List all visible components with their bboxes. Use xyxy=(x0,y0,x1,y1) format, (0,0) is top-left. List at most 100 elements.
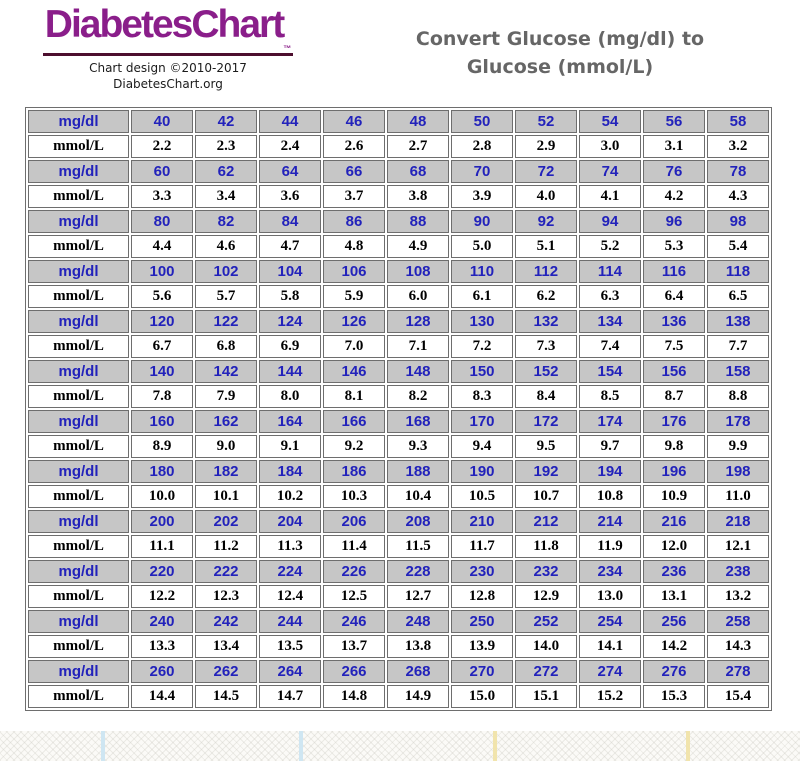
mmol-value-cell: 3.4 xyxy=(195,185,257,208)
mgdl-value-cell: 186 xyxy=(323,460,385,483)
mmol-value-cell: 6.8 xyxy=(195,335,257,358)
mmol-value-cell: 2.4 xyxy=(259,135,321,158)
mgdl-row: mg/dl 40 42 44 46 48 50 52 54 56 58 xyxy=(28,110,769,133)
mmol-value-cell: 14.5 xyxy=(195,685,257,708)
mmol-value-cell: 5.1 xyxy=(515,235,577,258)
mgdl-value-cell: 214 xyxy=(579,510,641,533)
mmol-value-cell: 12.3 xyxy=(195,585,257,608)
mgdl-value-cell: 142 xyxy=(195,360,257,383)
mgdl-row: mg/dl 180 182 184 186 188 190 192 194 196 198 xyxy=(28,460,769,483)
mmol-row: mmol/L 3.3 3.4 3.6 3.7 3.8 3.9 4.0 4.1 4.2 4.3 xyxy=(28,185,769,208)
mgdl-value-cell: 258 xyxy=(707,610,769,633)
mmol-value-cell: 3.6 xyxy=(259,185,321,208)
mgdl-value-cell: 232 xyxy=(515,560,577,583)
mmol-value-cell: 4.7 xyxy=(259,235,321,258)
mgdl-value-cell: 78 xyxy=(707,160,769,183)
mgdl-value-cell: 154 xyxy=(579,360,641,383)
mmol-row-label: mmol/L xyxy=(28,585,129,608)
mmol-row: mmol/L 6.7 6.8 6.9 7.0 7.1 7.2 7.3 7.4 7.5 7.7 xyxy=(28,335,769,358)
mmol-row-label: mmol/L xyxy=(28,235,129,258)
mmol-value-cell: 8.7 xyxy=(643,385,705,408)
mmol-value-cell: 11.4 xyxy=(323,535,385,558)
mmol-value-cell: 14.4 xyxy=(131,685,193,708)
mmol-value-cell: 13.7 xyxy=(323,635,385,658)
mgdl-value-cell: 224 xyxy=(259,560,321,583)
mmol-value-cell: 9.9 xyxy=(707,435,769,458)
mmol-value-cell: 11.8 xyxy=(515,535,577,558)
mgdl-value-cell: 82 xyxy=(195,210,257,233)
mgdl-row: mg/dl 100 102 104 106 108 110 112 114 116 118 xyxy=(28,260,769,283)
mgdl-value-cell: 48 xyxy=(387,110,449,133)
mmol-value-cell: 7.7 xyxy=(707,335,769,358)
mgdl-value-cell: 244 xyxy=(259,610,321,633)
mgdl-value-cell: 146 xyxy=(323,360,385,383)
conversion-table-body: mg/dl 40 42 44 46 48 50 52 54 56 58 mmol/L 2.2 2.3 2.4… xyxy=(28,110,769,708)
mgdl-value-cell: 202 xyxy=(195,510,257,533)
mgdl-value-cell: 140 xyxy=(131,360,193,383)
mgdl-row-label: mg/dl xyxy=(28,660,129,683)
mmol-value-cell: 13.1 xyxy=(643,585,705,608)
mmol-row-label: mmol/L xyxy=(28,635,129,658)
mgdl-value-cell: 230 xyxy=(451,560,513,583)
mgdl-value-cell: 262 xyxy=(195,660,257,683)
mgdl-value-cell: 50 xyxy=(451,110,513,133)
mmol-value-cell: 8.3 xyxy=(451,385,513,408)
mmol-value-cell: 6.3 xyxy=(579,285,641,308)
mmol-value-cell: 11.5 xyxy=(387,535,449,558)
mmol-row: mmol/L 14.4 14.5 14.7 14.8 14.9 15.0 15.1 15.2 15… xyxy=(28,685,769,708)
mgdl-value-cell: 116 xyxy=(643,260,705,283)
mgdl-value-cell: 130 xyxy=(451,310,513,333)
mmol-value-cell: 8.9 xyxy=(131,435,193,458)
mmol-value-cell: 13.9 xyxy=(451,635,513,658)
mmol-value-cell: 12.9 xyxy=(515,585,577,608)
mmol-value-cell: 13.0 xyxy=(579,585,641,608)
mgdl-value-cell: 74 xyxy=(579,160,641,183)
mgdl-value-cell: 60 xyxy=(131,160,193,183)
mgdl-value-cell: 118 xyxy=(707,260,769,283)
mmol-value-cell: 7.3 xyxy=(515,335,577,358)
mgdl-value-cell: 70 xyxy=(451,160,513,183)
mmol-value-cell: 10.0 xyxy=(131,485,193,508)
mgdl-value-cell: 240 xyxy=(131,610,193,633)
mmol-value-cell: 9.2 xyxy=(323,435,385,458)
mgdl-value-cell: 44 xyxy=(259,110,321,133)
mgdl-value-cell: 184 xyxy=(259,460,321,483)
mmol-value-cell: 6.1 xyxy=(451,285,513,308)
mgdl-value-cell: 204 xyxy=(259,510,321,533)
logo-credit-copyright: Chart design ©2010-2017 xyxy=(89,61,247,75)
mgdl-value-cell: 58 xyxy=(707,110,769,133)
mmol-value-cell: 7.2 xyxy=(451,335,513,358)
mmol-value-cell: 14.1 xyxy=(579,635,641,658)
mgdl-value-cell: 122 xyxy=(195,310,257,333)
logo-title-line: DiabetesChart™ xyxy=(40,4,296,54)
mmol-value-cell: 6.0 xyxy=(387,285,449,308)
mgdl-row-label: mg/dl xyxy=(28,260,129,283)
mgdl-value-cell: 176 xyxy=(643,410,705,433)
mgdl-row: mg/dl 80 82 84 86 88 90 92 94 96 98 xyxy=(28,210,769,233)
mmol-value-cell: 14.2 xyxy=(643,635,705,658)
mgdl-value-cell: 64 xyxy=(259,160,321,183)
mmol-value-cell: 6.9 xyxy=(259,335,321,358)
mmol-value-cell: 11.7 xyxy=(451,535,513,558)
mmol-value-cell: 10.4 xyxy=(387,485,449,508)
mgdl-value-cell: 200 xyxy=(131,510,193,533)
mgdl-row: mg/dl 220 222 224 226 228 230 232 234 236 238 xyxy=(28,560,769,583)
mgdl-value-cell: 114 xyxy=(579,260,641,283)
mmol-value-cell: 15.0 xyxy=(451,685,513,708)
mgdl-value-cell: 120 xyxy=(131,310,193,333)
mmol-value-cell: 7.5 xyxy=(643,335,705,358)
mmol-value-cell: 7.9 xyxy=(195,385,257,408)
mgdl-value-cell: 228 xyxy=(387,560,449,583)
logo-underline xyxy=(43,53,293,56)
mgdl-row: mg/dl 200 202 204 206 208 210 212 214 216 218 xyxy=(28,510,769,533)
band-accent-line xyxy=(493,731,497,761)
mgdl-value-cell: 192 xyxy=(515,460,577,483)
mmol-row-label: mmol/L xyxy=(28,135,129,158)
mmol-value-cell: 4.1 xyxy=(579,185,641,208)
mgdl-value-cell: 124 xyxy=(259,310,321,333)
mmol-value-cell: 13.8 xyxy=(387,635,449,658)
mgdl-value-cell: 234 xyxy=(579,560,641,583)
mgdl-value-cell: 96 xyxy=(643,210,705,233)
mgdl-value-cell: 72 xyxy=(515,160,577,183)
mgdl-value-cell: 112 xyxy=(515,260,577,283)
